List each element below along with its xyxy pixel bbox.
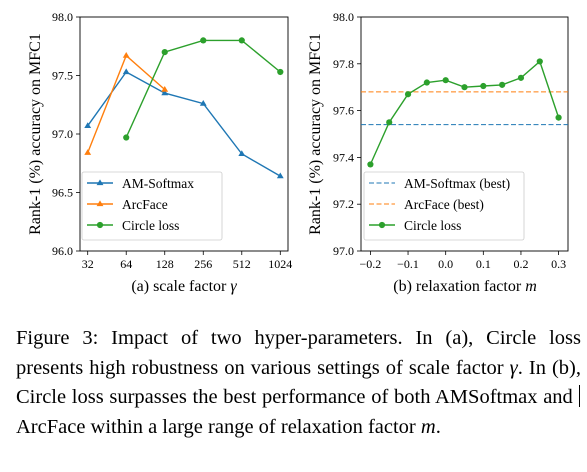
- caption-text-3: ArcFace within a large range of relaxati…: [16, 415, 421, 438]
- panel-a-xtick-label: 256: [194, 257, 212, 271]
- panel-a-ytick-label: 97.5: [52, 69, 73, 83]
- panel-b-circle-loss-point: [442, 77, 449, 84]
- panel-a-ytick-label: 96.0: [52, 244, 73, 258]
- panel-a-subcaption: (a) scale factor γ: [131, 278, 237, 295]
- panel-a-ytick-label: 96.5: [52, 186, 73, 200]
- figure-charts: 96.0 96.5 97.0 97.5 98.0 32 64 128 256 512 1024 Ran…: [27, 10, 569, 295]
- panel-b-subcaption-symbol: m: [525, 278, 537, 295]
- panel-b-circle-loss-point: [423, 79, 430, 86]
- panel-a-am-softmax-line: [87, 71, 281, 177]
- panel-a-legend-marker-am-softmax: [96, 179, 104, 186]
- panel-b-ytick-label: 98.0: [333, 10, 354, 24]
- panel-a-circle-loss-point: [161, 49, 168, 56]
- panel-a-xtick-label: 32: [82, 257, 94, 271]
- panel-a-xtick-label: 512: [233, 257, 251, 271]
- panel-a-am-softmax-point: [161, 89, 169, 96]
- panel-b-ytick-label: 97.8: [333, 57, 354, 71]
- panel-a-xtick-label: 1024: [268, 257, 292, 271]
- panel-a-circle-loss-point: [200, 37, 207, 44]
- panel-a-arcface-point: [161, 85, 169, 92]
- panel-b-xtick-label: −0.2: [360, 257, 382, 271]
- panel-a-am-softmax-point: [84, 122, 92, 128]
- panel-b-legend-marker-circle-loss: [378, 221, 386, 229]
- panel-b-circle-loss-point: [461, 84, 468, 91]
- panel-b-legend-label-circle-loss: Circle loss: [404, 218, 461, 233]
- panel-a-legend-marker-arcface: [96, 200, 104, 207]
- panel-b-circle-loss-point: [386, 119, 393, 126]
- panel-a-legend-marker-circle-loss: [96, 221, 104, 229]
- panel-b-circle-loss-line: [369, 60, 560, 165]
- panel-b-xtick-label: 0.1: [476, 257, 491, 271]
- panel-a-subcaption-symbol: γ: [230, 278, 237, 295]
- caption-m: m: [420, 415, 436, 438]
- panel-a-am-softmax-point: [276, 172, 284, 179]
- panel-a-am-softmax-point: [199, 99, 207, 106]
- panel-b-subcaption-text: (b) relaxation factor: [393, 278, 525, 295]
- panel-b-legend-box: [363, 171, 525, 241]
- panel-b-ytick-label: 97.2: [333, 197, 354, 211]
- panel-b-circle-loss-point: [480, 82, 487, 90]
- panel-a-ytick-label: 97.0: [52, 127, 73, 141]
- panel-b-legend-label-arcface-best: ArcFace (best): [404, 197, 484, 212]
- panel-b-xtick-label: 0.0: [438, 257, 453, 271]
- panel-b-ytick-label: 97.6: [333, 104, 354, 118]
- panel-a-legend-label-am-softmax: AM-Softmax: [122, 176, 194, 191]
- panel-a-xtick-label: 128: [156, 257, 174, 271]
- panel-a-subcaption-text: (a) scale factor: [131, 278, 230, 295]
- caption-gamma: γ: [509, 356, 518, 379]
- caption-text-1: Figure 3: Impact of two hyper-parameters…: [16, 327, 581, 379]
- text-cursor: [578, 385, 580, 407]
- panel-b-ytick-label: 97.4: [333, 150, 354, 164]
- panel-b-circle-loss-point: [367, 161, 374, 168]
- panel-b-circle-loss-point: [555, 114, 562, 121]
- panel-b-xtick-label: 0.2: [513, 257, 528, 271]
- panel-a-arcface-point: [122, 52, 130, 58]
- panel-a-xtick-label: 64: [120, 257, 132, 271]
- panel-b-circle-loss-point: [499, 81, 506, 88]
- panel-b-legend-label-am-softmax-best: AM-Softmax (best): [404, 176, 510, 191]
- figure-caption: Figure 3: Impact of two hyper-parameters…: [16, 324, 581, 442]
- panel-a-circle-loss-point: [238, 37, 245, 44]
- panel-b-xtick-label: 0.3: [551, 257, 566, 271]
- panel-a-circle-loss-point: [123, 134, 130, 141]
- caption-text-2: . In (b), Circle loss surpasses the best…: [16, 356, 581, 409]
- panel-b-circle-loss-point: [517, 74, 525, 81]
- panel-a-ytick-label: 98.0: [52, 10, 73, 24]
- panel-b-plot-frame: [360, 16, 569, 252]
- panel-a-circle-loss-line: [125, 39, 281, 138]
- panel-a-am-softmax-point: [122, 68, 130, 75]
- panel-a-circle-loss-point: [277, 68, 284, 76]
- panel-a-arcface-point: [84, 149, 92, 155]
- panel-b-xtick-label: −0.1: [397, 257, 419, 271]
- panel-b-subcaption: (b) relaxation factor m: [393, 278, 537, 295]
- panel-a-am-softmax-point: [238, 150, 246, 157]
- panel-b-circle-loss-point: [536, 58, 543, 65]
- panel-a-y-axis-label: Rank-1 (%) accuracy on MFC1: [27, 33, 44, 235]
- caption-text-4: .: [435, 415, 441, 438]
- panel-b-ytick-label: 97.0: [333, 244, 354, 258]
- panel-b-y-axis-label: Rank-1 (%) accuracy on MFC1: [307, 33, 324, 235]
- panel-a-legend-label-circle-loss: Circle loss: [122, 218, 179, 233]
- panel-a-legend-box: [81, 171, 223, 241]
- panel-a-legend-label-arcface: ArcFace: [122, 197, 168, 212]
- panel-b-circle-loss-point: [404, 91, 412, 98]
